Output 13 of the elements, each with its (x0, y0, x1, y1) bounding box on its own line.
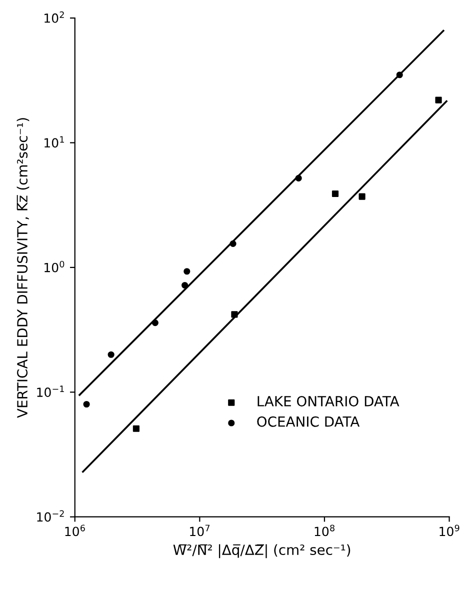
x-tick-label: 10$^{7}$ (190, 524, 210, 536)
legend-label: OCEANIC DATA (257, 416, 360, 427)
y-axis-title: VERTICAL EDDY DIFFUSIVITY, K̅z̅ (cm²sec⁻¹) (16, 118, 30, 418)
y-tick-label: 10$^{2}$ (44, 11, 64, 23)
y-tick-label: 10$^{1}$ (44, 136, 64, 148)
x-tick-label: 10$^{8}$ (314, 524, 334, 536)
y-tick-label: 10$^{0}$ (44, 260, 64, 272)
x-tick-label: 10$^{6}$ (65, 524, 85, 536)
legend-label: LAKE ONTARIO DATA (258, 396, 400, 406)
y-tick-label: 10$^{−2}$ (37, 510, 64, 522)
x-axis-title: W̅²/N̅² |Δq̅/ΔZ̅| (cm² sec⁻¹) (173, 544, 350, 558)
y-tick-label: 10$^{−1}$ (37, 386, 64, 397)
x-tick-label: 10$^{9}$ (440, 524, 460, 536)
